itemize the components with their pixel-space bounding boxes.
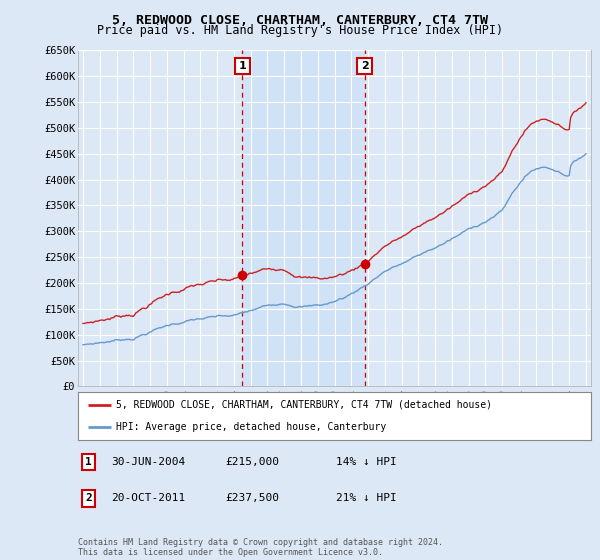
Text: 14% ↓ HPI: 14% ↓ HPI (336, 457, 397, 467)
Text: 5, REDWOOD CLOSE, CHARTHAM, CANTERBURY, CT4 7TW: 5, REDWOOD CLOSE, CHARTHAM, CANTERBURY, … (112, 14, 488, 27)
Text: 5, REDWOOD CLOSE, CHARTHAM, CANTERBURY, CT4 7TW (detached house): 5, REDWOOD CLOSE, CHARTHAM, CANTERBURY, … (116, 400, 493, 410)
Bar (242, 50, 365, 386)
Text: Contains HM Land Registry data © Crown copyright and database right 2024.
This d: Contains HM Land Registry data © Crown c… (78, 538, 443, 557)
Text: Price paid vs. HM Land Registry's House Price Index (HPI): Price paid vs. HM Land Registry's House … (97, 24, 503, 37)
Text: 2: 2 (85, 493, 92, 503)
Text: HPI: Average price, detached house, Canterbury: HPI: Average price, detached house, Cant… (116, 422, 387, 432)
Text: 20-OCT-2011: 20-OCT-2011 (111, 493, 185, 503)
Text: £215,000: £215,000 (225, 457, 279, 467)
Text: 1: 1 (238, 61, 246, 71)
Text: 2: 2 (361, 61, 368, 71)
Text: 1: 1 (85, 457, 92, 467)
Text: 30-JUN-2004: 30-JUN-2004 (111, 457, 185, 467)
Text: £237,500: £237,500 (225, 493, 279, 503)
Text: 21% ↓ HPI: 21% ↓ HPI (336, 493, 397, 503)
